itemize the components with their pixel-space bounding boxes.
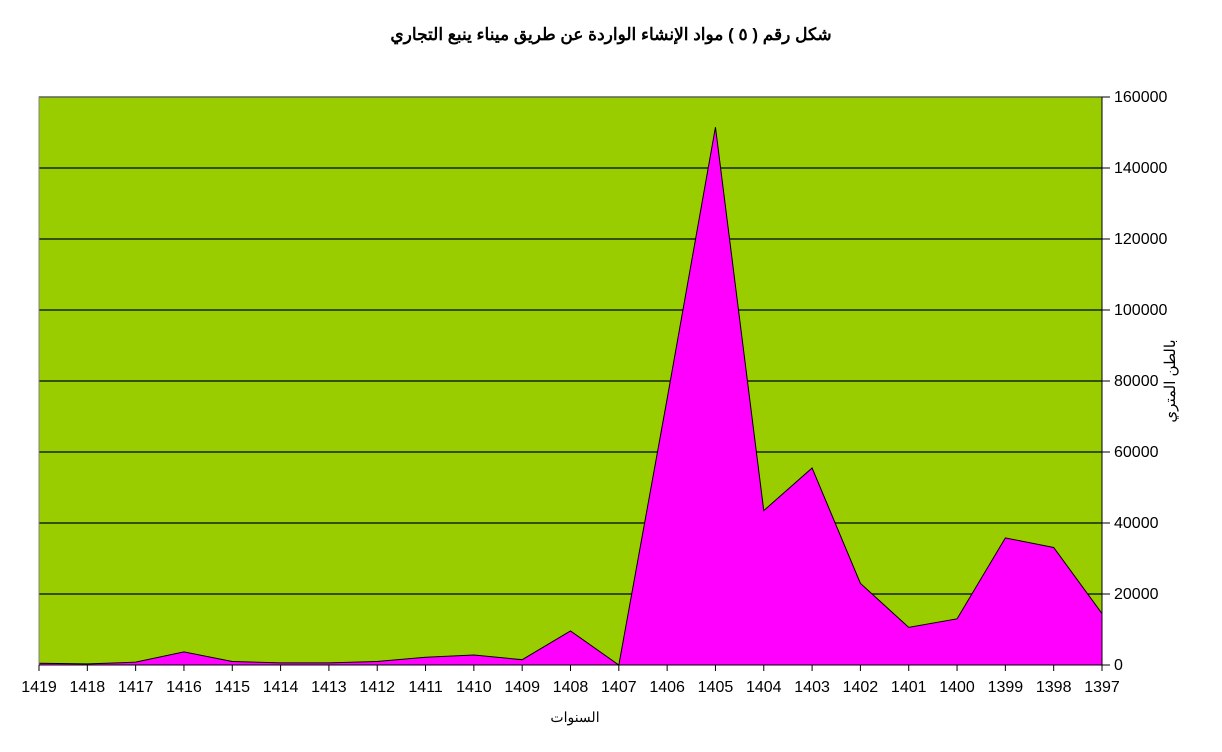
svg-text:1413: 1413 [311, 679, 347, 696]
svg-text:1400: 1400 [939, 679, 975, 696]
svg-text:160000: 160000 [1114, 89, 1167, 106]
svg-text:1409: 1409 [504, 679, 540, 696]
svg-text:1418: 1418 [70, 679, 106, 696]
svg-text:1398: 1398 [1036, 679, 1072, 696]
svg-text:1411: 1411 [408, 679, 443, 696]
svg-text:1410: 1410 [456, 679, 492, 696]
svg-text:1408: 1408 [553, 679, 589, 696]
svg-text:80000: 80000 [1114, 373, 1159, 390]
svg-text:0: 0 [1114, 657, 1123, 674]
svg-text:1406: 1406 [649, 679, 685, 696]
svg-text:1404: 1404 [746, 679, 782, 696]
svg-text:السنوات: السنوات [550, 709, 599, 726]
svg-text:1401: 1401 [891, 679, 927, 696]
svg-text:1403: 1403 [794, 679, 830, 696]
svg-text:60000: 60000 [1114, 444, 1159, 461]
svg-text:1414: 1414 [263, 679, 299, 696]
svg-text:1416: 1416 [166, 679, 202, 696]
svg-text:1419: 1419 [21, 679, 57, 696]
svg-text:1415: 1415 [214, 679, 250, 696]
svg-text:20000: 20000 [1114, 586, 1159, 603]
svg-text:40000: 40000 [1114, 515, 1159, 532]
svg-text:1402: 1402 [843, 679, 879, 696]
svg-text:140000: 140000 [1114, 160, 1167, 177]
svg-text:بالطن المتري: بالطن المتري [1162, 339, 1179, 422]
svg-text:1405: 1405 [698, 679, 734, 696]
svg-text:120000: 120000 [1114, 231, 1167, 248]
svg-text:100000: 100000 [1114, 302, 1167, 319]
svg-text:1407: 1407 [601, 679, 637, 696]
svg-text:1412: 1412 [359, 679, 395, 696]
svg-text:1399: 1399 [988, 679, 1024, 696]
svg-text:1397: 1397 [1084, 679, 1120, 696]
svg-text:1417: 1417 [118, 679, 154, 696]
